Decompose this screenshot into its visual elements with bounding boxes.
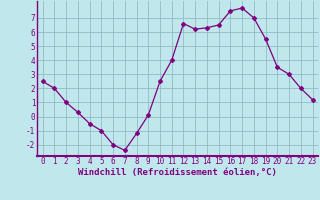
X-axis label: Windchill (Refroidissement éolien,°C): Windchill (Refroidissement éolien,°C) <box>78 168 277 177</box>
